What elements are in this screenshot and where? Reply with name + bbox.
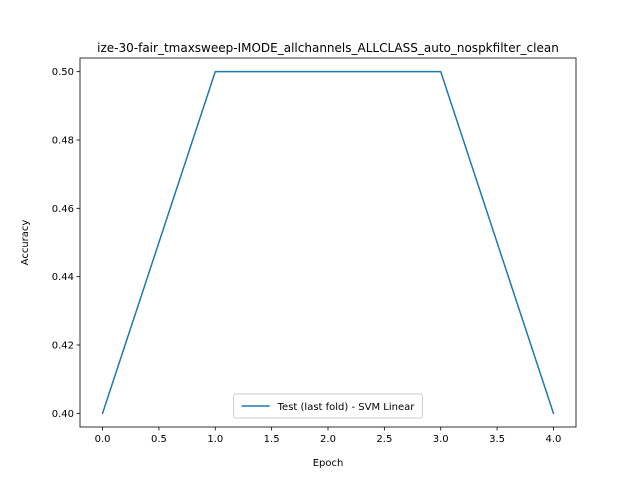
chart-title: ize-30-fair_tmaxsweep-IMODE_allchannels_…	[97, 41, 559, 55]
x-axis-ticks: 0.0 0.5 1.0 1.5 2.0 2.5 3.0 3.5 4.0	[95, 427, 562, 445]
series-line	[101, 70, 555, 415]
y-tick-label: 0.40	[52, 409, 74, 420]
y-axis-ticks: 0.40 0.42 0.44 0.46 0.48 0.50	[52, 67, 80, 420]
legend-box	[233, 393, 423, 419]
series-layer	[101, 70, 555, 415]
y-tick-label: 0.44	[52, 272, 74, 283]
x-tick-label: 3.5	[489, 434, 505, 445]
x-tick-label: 4.0	[546, 434, 562, 445]
x-tick-label: 2.5	[376, 434, 392, 445]
x-tick-label: 1.0	[207, 434, 223, 445]
x-axis-label: Epoch	[313, 458, 344, 469]
y-axis-label: Accuracy	[20, 220, 31, 266]
plot-frame	[79, 57, 577, 428]
legend-entry-label: Test (last fold) - SVM Linear	[277, 402, 416, 413]
y-tick-label: 0.50	[52, 67, 74, 78]
x-tick-label: 0.5	[151, 434, 167, 445]
y-tick-label: 0.48	[52, 136, 74, 147]
x-tick-label: 3.0	[433, 434, 449, 445]
x-tick-label: 1.5	[264, 434, 280, 445]
legend: Test (last fold) - SVM Linear	[233, 393, 423, 419]
y-tick-label: 0.46	[52, 204, 74, 215]
y-tick-label: 0.42	[52, 341, 74, 352]
x-tick-label: 2.0	[320, 434, 336, 445]
x-tick-label: 0.0	[95, 434, 111, 445]
